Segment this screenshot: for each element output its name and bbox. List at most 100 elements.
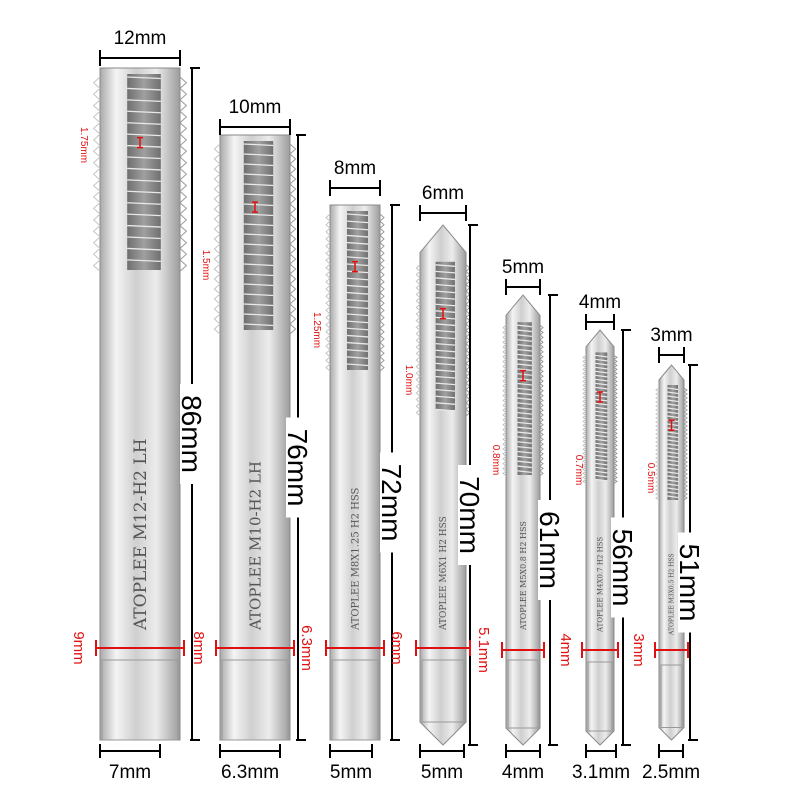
thread-tooth xyxy=(379,256,385,265)
thread-tooth xyxy=(502,368,507,375)
thread-tooth xyxy=(415,303,421,312)
thread-line xyxy=(667,475,679,479)
thread-tooth xyxy=(289,153,297,165)
thread-tooth xyxy=(289,273,297,285)
thread-tooth xyxy=(325,306,331,315)
thread-tooth xyxy=(613,410,618,416)
thread-tooth xyxy=(613,454,618,460)
thread-tooth xyxy=(683,471,688,477)
thread-tooth xyxy=(655,399,660,405)
thread-line xyxy=(243,293,274,297)
thread-line xyxy=(595,450,608,454)
thread-line xyxy=(346,234,369,238)
thread-tooth xyxy=(502,441,507,448)
thread-tooth xyxy=(655,491,660,497)
square-size-line xyxy=(658,744,684,758)
thread-tooth xyxy=(655,435,660,441)
thread-tooth xyxy=(582,406,587,412)
thread-line xyxy=(127,167,161,171)
thread-tooth xyxy=(613,470,618,476)
thread-line xyxy=(127,99,161,103)
thread-line xyxy=(346,320,369,324)
thread-tooth xyxy=(502,417,507,423)
thread-tooth xyxy=(539,412,544,418)
thread-line xyxy=(667,423,679,427)
thread-tooth xyxy=(683,391,688,397)
thread-line xyxy=(127,190,161,194)
thread-tooth xyxy=(582,466,587,472)
thread-tooth xyxy=(655,455,660,461)
thread-line xyxy=(346,349,369,352)
thread-tooth xyxy=(582,398,587,404)
thread-tooth xyxy=(415,382,421,391)
thread-tooth xyxy=(683,427,688,433)
tap-3: ATOPLEE M8X1.25 H2 HSS 8mm 72mm 1.25mm 6.3mm… xyxy=(298,158,407,783)
thread-tooth xyxy=(655,471,660,477)
shank-diameter-line xyxy=(95,640,185,656)
thread-line xyxy=(517,470,532,474)
thread-tooth xyxy=(613,378,618,384)
thread-tooth xyxy=(379,263,385,272)
top-diameter-label: 3mm xyxy=(650,325,692,346)
thread-tooth xyxy=(613,442,618,448)
thread-tooth xyxy=(613,386,618,392)
square-drive xyxy=(507,659,539,729)
square-size-label: 7mm xyxy=(109,762,151,783)
thread-tooth xyxy=(655,403,660,409)
thread-line xyxy=(595,454,608,458)
thread-line xyxy=(127,236,161,240)
thread-tooth xyxy=(655,391,660,397)
top-diameter-line xyxy=(329,180,381,196)
pitch-label: 1.25mm xyxy=(311,312,322,348)
thread-line xyxy=(517,402,532,406)
shank-diameter-label: 6.3mm xyxy=(298,625,315,671)
thread-tooth xyxy=(179,99,188,112)
thread-tooth xyxy=(613,418,618,424)
length-label: 86mm xyxy=(176,395,207,473)
thread-line xyxy=(127,76,161,80)
thread-line xyxy=(243,203,274,207)
thread-tooth xyxy=(582,458,587,464)
thread-tooth xyxy=(582,370,587,376)
thread-line xyxy=(517,431,532,435)
length-label-bg xyxy=(611,517,635,618)
shank-diameter-label: 5.1mm xyxy=(475,627,492,673)
thread-tooth xyxy=(539,460,544,467)
thread-line xyxy=(595,386,608,390)
top-diameter-line xyxy=(419,205,467,221)
thread-line xyxy=(517,465,532,469)
thread-tooth xyxy=(213,263,221,275)
thread-tooth xyxy=(539,397,544,404)
shank-diameter-line xyxy=(581,642,619,658)
thread-line xyxy=(517,329,532,333)
thread-line xyxy=(595,470,608,474)
thread-line xyxy=(595,362,608,366)
thread-tooth xyxy=(325,213,331,222)
thread-line xyxy=(435,297,456,300)
thread-tooth xyxy=(683,475,688,481)
square-size-label: 5mm xyxy=(421,762,463,783)
thread-line xyxy=(517,445,532,449)
shank-diameter-label: 4mm xyxy=(557,633,574,666)
thread-tooth xyxy=(539,378,544,384)
thread-tooth xyxy=(213,323,221,335)
thread-line xyxy=(595,366,608,370)
thread-line xyxy=(127,202,161,205)
thread-tooth xyxy=(325,356,331,365)
thread-tooth xyxy=(379,213,385,222)
thread-line xyxy=(127,87,161,91)
thread-tooth xyxy=(92,145,101,158)
thread-line xyxy=(595,442,608,446)
thread-line xyxy=(595,446,608,450)
thread-line xyxy=(346,313,369,317)
thread-tooth xyxy=(502,397,507,404)
thread-line xyxy=(346,263,369,267)
thread-tooth xyxy=(325,220,331,229)
thread-tooth xyxy=(539,441,544,448)
thread-tooth xyxy=(539,451,544,457)
tap-7: ATOPLEE M3X0.5 H2 HSS 3mm 51mm 0.5mm 3mm 2.5m… xyxy=(630,325,705,783)
thread-tooth xyxy=(502,470,507,477)
thread-tooth xyxy=(415,297,421,305)
square-size-label: 2.5mm xyxy=(642,762,700,783)
length-label: 72mm xyxy=(376,464,407,542)
